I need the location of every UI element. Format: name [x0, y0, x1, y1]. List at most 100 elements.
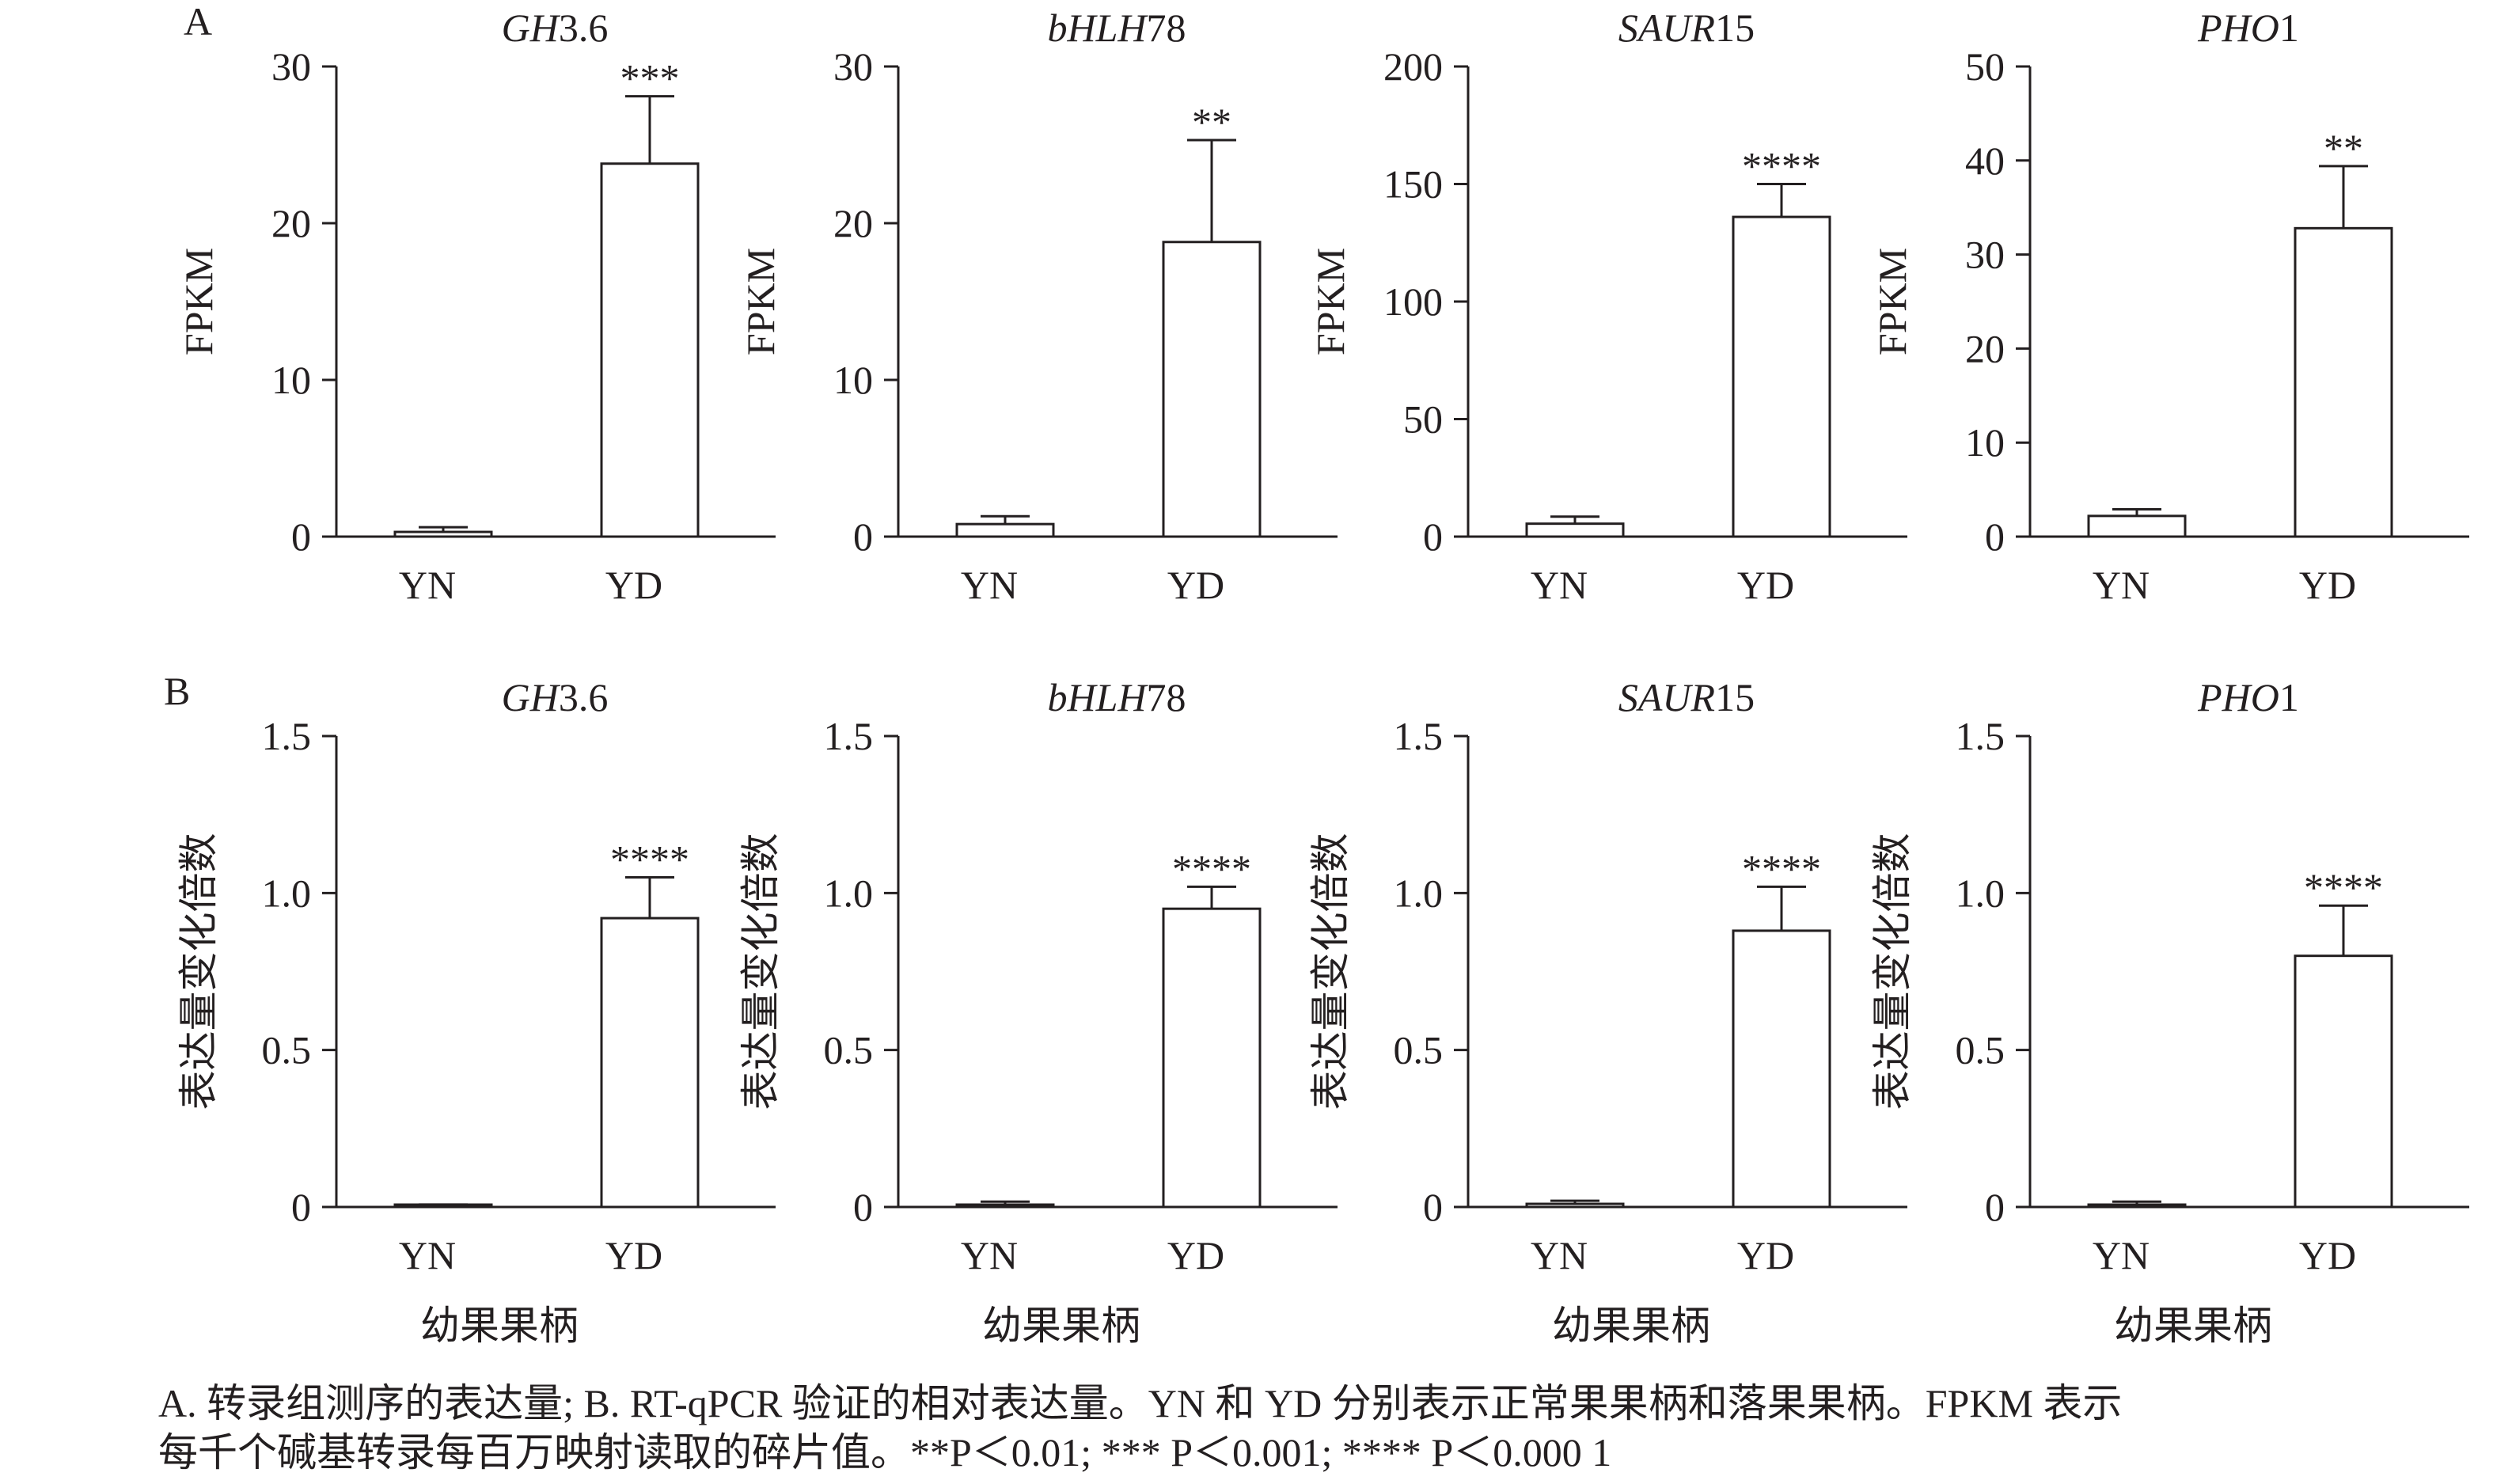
chart-4-y-tick-label: 50	[1965, 44, 2005, 89]
chart-7-y-label: 表达量变化倍数	[1308, 833, 1353, 1110]
chart-8-x-tick-label: YD	[2299, 1233, 2356, 1277]
chart-4-y-tick-label: 10	[1965, 420, 2005, 465]
chart-6-x-label: 幼果果柄	[982, 1304, 1140, 1348]
chart-5-x-label: 幼果果柄	[420, 1304, 579, 1348]
chart-8-y-label: 表达量变化倍数	[1870, 833, 1914, 1110]
chart-1-x-tick-label: YN	[399, 563, 456, 607]
chart-1-significance: ***	[620, 56, 680, 101]
chart-5-y-tick-label: 0.5	[262, 1028, 312, 1072]
chart-6-y-tick-label: 1.5	[824, 714, 874, 758]
chart-3-y-tick-label: 200	[1383, 44, 1443, 89]
chart-6-y-label: 表达量变化倍数	[738, 833, 783, 1110]
chart-8-y-tick-label: 1.5	[1956, 714, 2005, 758]
chart-3-y-tick-label: 0	[1423, 514, 1443, 559]
chart-3-title: SAUR15	[1618, 6, 1755, 50]
chart-1-bar-yn	[393, 530, 493, 538]
chart-7-x-label: 幼果果柄	[1552, 1304, 1710, 1348]
chart-1-title: GH3.6	[502, 6, 609, 50]
chart-2-x-tick-label: YN	[961, 563, 1018, 607]
chart-8-bar-yn	[2087, 1203, 2187, 1209]
panel-label-a: A	[184, 0, 212, 44]
chart-2-y-tick-label: 0	[853, 514, 873, 559]
chart-3-x-tick-label: YD	[1737, 563, 1794, 607]
chart-8-title-gene: PHO	[2197, 675, 2279, 719]
chart-5-x-tick-label: YN	[399, 1233, 456, 1277]
chart-2-y-label: FPKM	[738, 248, 783, 355]
chart-8-x-tick-label: YN	[2093, 1233, 2150, 1277]
chart-2-y-tick-label: 30	[833, 44, 873, 89]
chart-8-title: PHO1	[2197, 675, 2299, 719]
chart-7-bar-yn	[1525, 1202, 1625, 1209]
chart-6-x-tick-label: YD	[1167, 1233, 1224, 1277]
chart-4-y-tick-label: 0	[1985, 514, 2005, 559]
chart-5-y-label: 表达量变化倍数	[176, 833, 221, 1110]
chart-3-y-tick-label: 150	[1383, 162, 1443, 207]
chart-1-y-tick-label: 30	[271, 44, 311, 89]
chart-3-y-tick-label: 50	[1403, 397, 1443, 442]
chart-4-title: PHO1	[2197, 6, 2299, 50]
panel-label-b: B	[164, 669, 190, 713]
chart-4-y-label: FPKM	[1870, 248, 1914, 355]
chart-5-y-tick-label: 1.5	[262, 714, 312, 758]
chart-6-significance: ****	[1172, 846, 1251, 890]
chart-8-y-tick-label: 1.0	[1956, 871, 2005, 915]
chart-5-x-tick-label: YD	[605, 1233, 662, 1277]
chart-1-y-tick-label: 10	[271, 358, 311, 402]
chart-8-y-tick-label: 0.5	[1956, 1028, 2005, 1072]
chart-4-x-tick-label: YD	[2299, 563, 2356, 607]
chart-3-bar-yd	[1732, 215, 1831, 538]
chart-4-y-tick-label: 20	[1965, 326, 2005, 370]
chart-4-title-number: 1	[2279, 6, 2299, 50]
chart-2-x-tick-label: YD	[1167, 563, 1224, 607]
chart-6-bar-yd	[1162, 907, 1262, 1209]
chart-2-bar-yd	[1162, 241, 1262, 538]
chart-3-x-tick-label: YN	[1531, 563, 1588, 607]
chart-2-significance: **	[1192, 100, 1231, 144]
chart-3-title-gene: SAUR	[1618, 6, 1715, 50]
chart-4-significance: **	[2324, 126, 2363, 170]
chart-8-x-label: 幼果果柄	[2114, 1304, 2272, 1348]
chart-5-title-gene: GH	[502, 675, 561, 719]
chart-6-y-tick-label: 0	[853, 1185, 873, 1229]
chart-4-bar-yd	[2294, 226, 2393, 538]
chart-7-title-number: 15	[1715, 675, 1755, 719]
chart-2-y-tick-label: 10	[833, 358, 873, 402]
chart-3-bar-yn	[1525, 522, 1625, 538]
chart-1-y-tick-label: 0	[291, 514, 311, 559]
chart-4-title-gene: PHO	[2197, 6, 2279, 50]
chart-1-x-tick-label: YD	[605, 563, 662, 607]
chart-2-title-gene: bHLH	[1047, 6, 1148, 50]
chart-8-significance: ****	[2304, 865, 2383, 909]
chart-1-y-label: FPKM	[176, 248, 221, 355]
chart-4-y-tick-label: 30	[1965, 233, 2005, 277]
chart-7-x-tick-label: YD	[1737, 1233, 1794, 1277]
chart-6-title-number: 78	[1147, 675, 1186, 719]
chart-6-y-tick-label: 0.5	[824, 1028, 874, 1072]
chart-3-y-label: FPKM	[1308, 248, 1353, 355]
chart-2-bar-yn	[955, 522, 1055, 538]
chart-4-bar-yn	[2087, 514, 2187, 538]
chart-6-x-tick-label: YN	[961, 1233, 1018, 1277]
chart-2-y-tick-label: 20	[833, 201, 873, 245]
chart-5-title-number: 3.6	[559, 675, 609, 719]
chart-2-title: bHLH78	[1047, 6, 1186, 50]
chart-3-title-number: 15	[1715, 6, 1755, 50]
chart-7-y-tick-label: 0	[1423, 1185, 1443, 1229]
chart-7-y-tick-label: 1.0	[1394, 871, 1444, 915]
chart-5-y-tick-label: 1.0	[262, 871, 312, 915]
figure-caption: A. 转录组测序的表达量; B. RT-qPCR 验证的相对表达量。YN 和 Y…	[158, 1379, 2374, 1477]
chart-2-title-number: 78	[1147, 6, 1186, 50]
chart-7-bar-yd	[1732, 929, 1831, 1209]
chart-8-bar-yd	[2294, 955, 2393, 1209]
chart-3-significance: ****	[1742, 144, 1821, 188]
chart-1-title-number: 3.6	[559, 6, 609, 50]
chart-7-x-tick-label: YN	[1531, 1233, 1588, 1277]
chart-5-significance: ****	[610, 837, 689, 882]
chart-5-title: GH3.6	[502, 675, 609, 719]
chart-4-x-tick-label: YN	[2093, 563, 2150, 607]
chart-8-title-number: 1	[2279, 675, 2299, 719]
caption-line-2: 每千个碱基转录每百万映射读取的碎片值。**P＜0.01; *** P＜0.001…	[158, 1430, 1612, 1475]
chart-1-title-gene: GH	[502, 6, 561, 50]
chart-7-y-tick-label: 0.5	[1394, 1028, 1444, 1072]
